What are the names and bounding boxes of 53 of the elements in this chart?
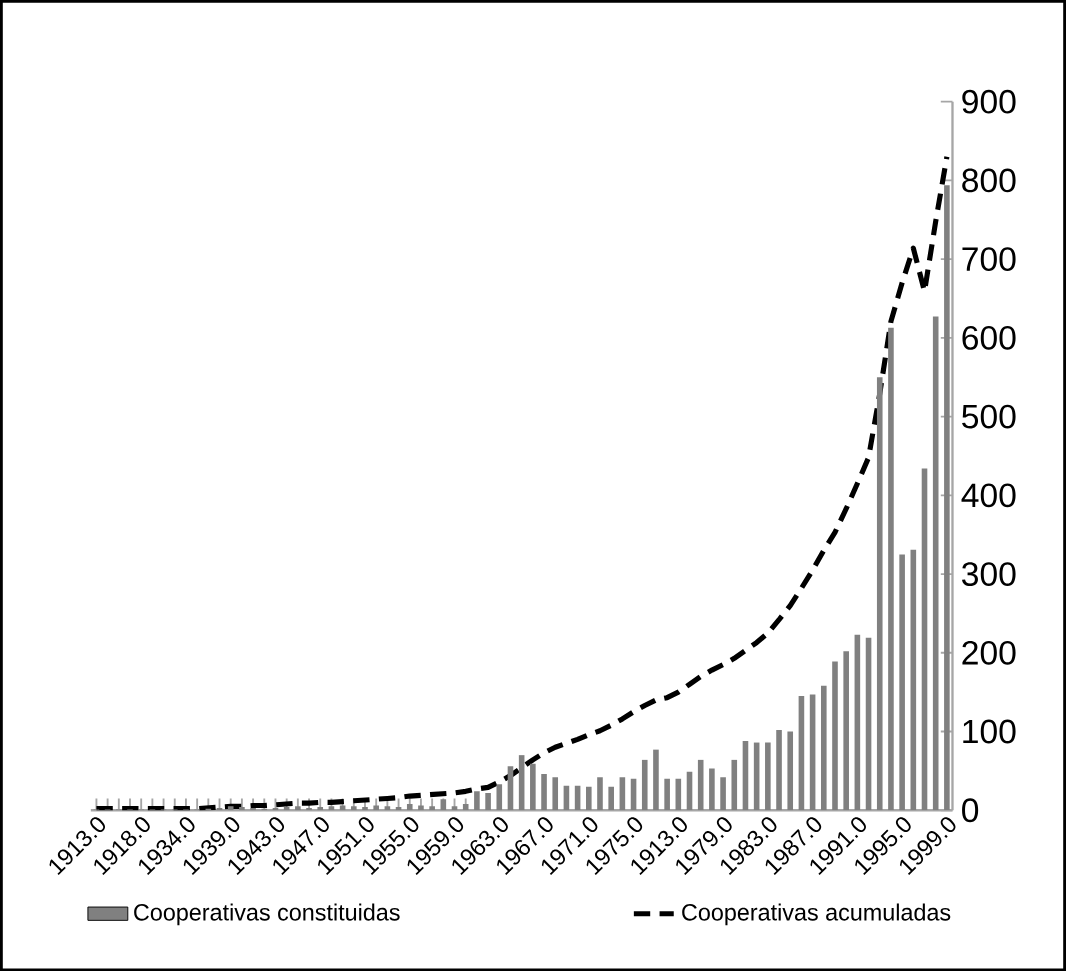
y-tick-label: 0 (962, 798, 979, 823)
y-tick-label: 300 (962, 562, 1016, 586)
bar (709, 768, 715, 811)
bar (462, 803, 469, 811)
legend-label: Cooperativas constituidas (134, 903, 400, 926)
bar (899, 554, 905, 811)
bar (787, 731, 794, 811)
bar (641, 759, 648, 811)
y-tick-label: 500 (962, 404, 1016, 429)
bar (552, 777, 559, 811)
bar (317, 806, 324, 811)
bar (328, 806, 335, 811)
bar (250, 807, 256, 811)
bar (876, 377, 883, 811)
bar (429, 806, 435, 811)
bar (843, 651, 849, 811)
bar (406, 803, 413, 811)
bar (697, 759, 704, 811)
bar (664, 778, 670, 811)
bar (541, 773, 547, 811)
bar (720, 777, 726, 811)
bar (731, 759, 738, 811)
bar (485, 792, 491, 811)
y-tick-label: 600 (962, 325, 1016, 350)
bar (362, 806, 368, 811)
bar (351, 806, 357, 811)
y-tick-label: 400 (961, 483, 1016, 508)
bar (496, 784, 503, 811)
bar (451, 806, 458, 811)
y-tick-label: 800 (962, 168, 1016, 193)
bar (474, 791, 480, 811)
bar (820, 685, 827, 811)
bar (832, 661, 838, 811)
bar (608, 786, 614, 811)
bar (227, 806, 234, 811)
bar (384, 806, 391, 811)
bar (776, 729, 782, 811)
bar (888, 327, 894, 811)
bar (597, 777, 603, 811)
bar (653, 749, 659, 811)
bar (765, 742, 771, 811)
bar (306, 807, 312, 811)
y-tick-label: 700 (962, 247, 1016, 271)
bar (295, 806, 301, 811)
y-tick-label: 100 (963, 719, 1016, 744)
legend-label: Cooperativas acumuladas (682, 903, 951, 926)
y-tick-label: 900 (962, 89, 1016, 114)
y-tick-label: 200 (962, 640, 1016, 665)
bar (530, 763, 536, 811)
bar (373, 805, 379, 811)
bar (239, 806, 245, 811)
bar (586, 786, 592, 811)
bar (932, 316, 939, 811)
